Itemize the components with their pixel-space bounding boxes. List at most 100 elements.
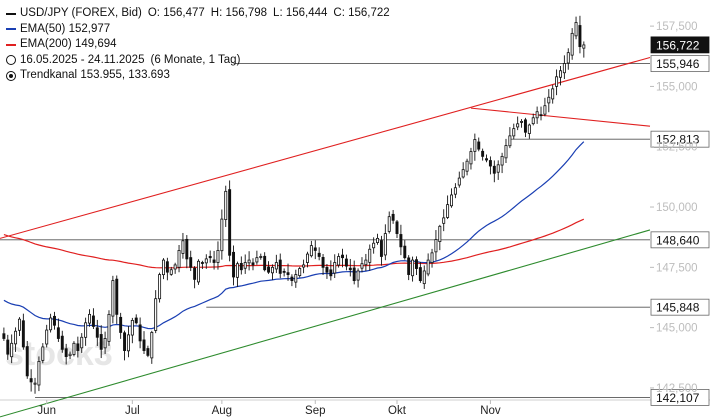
- candle: [29, 369, 33, 392]
- candle-body: [344, 258, 348, 267]
- candle: [306, 251, 309, 268]
- candle-body: [368, 248, 372, 263]
- level-label-box: [650, 55, 710, 73]
- candle-body: [177, 250, 181, 268]
- candle: [313, 240, 317, 260]
- legend-ema200: EMA(200) 149,694: [6, 37, 390, 53]
- level-label-text: 148,640: [656, 233, 700, 247]
- level-label-text: 152,813: [656, 133, 700, 147]
- candle: [376, 233, 380, 245]
- candle-body: [492, 165, 496, 174]
- candlesticks: [2, 15, 586, 394]
- ema200-line: [3, 218, 585, 269]
- candle: [344, 254, 348, 271]
- candle-body: [516, 123, 520, 128]
- candle-body: [119, 316, 123, 333]
- candle-body: [111, 280, 115, 317]
- candle-body: [337, 256, 341, 266]
- level-label-box: [650, 389, 710, 406]
- candle-body: [364, 259, 368, 266]
- candle: [2, 327, 6, 341]
- candle: [434, 230, 438, 261]
- legend-instrument: USD/JPY (FOREX, Bid) O: 156,477 H: 156,7…: [6, 6, 390, 22]
- candle-body: [465, 160, 469, 172]
- candle: [453, 183, 457, 199]
- candle: [465, 158, 469, 176]
- candle: [60, 330, 64, 353]
- open-label: O:: [147, 7, 164, 19]
- candle-body: [99, 334, 103, 350]
- y-tick-label: 157,500: [656, 21, 698, 33]
- candle-body: [539, 114, 543, 117]
- candle: [84, 317, 88, 346]
- candle: [485, 154, 488, 163]
- candle: [477, 137, 481, 152]
- candle: [107, 310, 111, 346]
- horizontal-levels: 156,722 155,946 152,813 148,640 145,848 142,1…: [0, 36, 710, 406]
- candle-body: [488, 160, 492, 167]
- legend-range: 16.05.2025 - 24.11.2025 (6 Monate, 1 Tag…: [6, 53, 390, 69]
- candle: [95, 319, 99, 346]
- candle: [76, 336, 80, 358]
- candle-body: [446, 204, 450, 218]
- candle: [547, 89, 551, 113]
- candle: [204, 254, 208, 269]
- legend-trend: Trendkanal 153.955, 133.693: [6, 68, 390, 84]
- candle: [88, 309, 91, 327]
- candle-body: [56, 327, 60, 339]
- candle: [368, 244, 372, 271]
- candle-body: [33, 382, 37, 385]
- candle: [356, 268, 360, 288]
- candle: [364, 253, 368, 271]
- candle: [418, 261, 422, 283]
- candle: [488, 156, 492, 175]
- ema50-swatch: [6, 28, 16, 31]
- candle-body: [243, 262, 247, 269]
- candle: [543, 97, 547, 117]
- candle: [496, 160, 500, 180]
- candle: [247, 251, 251, 271]
- candle: [212, 250, 216, 270]
- candle-body: [53, 315, 56, 326]
- level-label: 155,946: [650, 55, 710, 73]
- candle-body: [453, 187, 457, 195]
- candle: [181, 232, 185, 259]
- candle: [68, 351, 72, 359]
- candle: [531, 113, 535, 126]
- candle: [130, 317, 134, 344]
- trend-values: 153.955, 133.693: [80, 69, 170, 81]
- ema50-value: 152,977: [68, 22, 111, 35]
- close-label: C:: [333, 7, 349, 19]
- legend-ema50: EMA(50) 152,977: [6, 22, 390, 38]
- candle: [379, 235, 383, 266]
- candle-body: [91, 315, 95, 327]
- candle: [64, 343, 68, 365]
- candle: [559, 66, 562, 86]
- candle-body: [333, 262, 337, 274]
- candle: [426, 253, 430, 277]
- candle-body: [555, 76, 559, 87]
- candle-body: [64, 348, 68, 357]
- candle-body: [212, 259, 216, 263]
- low-value: 156,444: [285, 7, 328, 19]
- candle-body: [189, 257, 193, 268]
- candle-body: [181, 240, 185, 254]
- high-value: 156,798: [225, 7, 268, 19]
- candle: [53, 311, 56, 330]
- candle: [450, 188, 453, 208]
- candle-body: [352, 267, 356, 282]
- candle: [333, 254, 337, 279]
- candle-body: [547, 96, 551, 104]
- candle: [414, 256, 418, 275]
- candle-body: [430, 252, 434, 263]
- candle: [574, 16, 578, 40]
- candle-body: [14, 330, 18, 345]
- candle: [169, 266, 173, 276]
- ema200-label: EMA(200): [20, 38, 72, 50]
- candle: [267, 261, 271, 274]
- candle: [37, 356, 41, 392]
- candle: [10, 334, 14, 364]
- candle: [142, 331, 146, 354]
- candle: [516, 116, 520, 131]
